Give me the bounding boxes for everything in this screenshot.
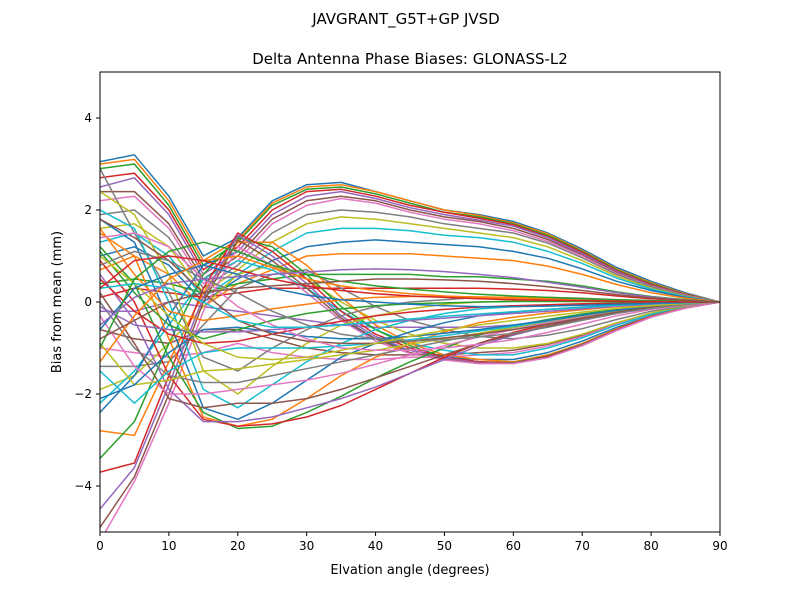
series-line-33 [100,246,720,430]
series-line-19 [100,264,720,391]
series-line-7 [100,195,720,303]
series-line-49 [100,255,720,361]
x-tick-label: 80 [643,539,658,553]
series-line-51 [100,264,720,331]
chart-suptitle: JAVGRANT_G5T+GP JVSD [311,10,499,29]
series-line-55 [100,268,720,326]
y-tick-label: 0 [84,295,92,309]
x-tick-label: 60 [506,539,521,553]
x-tick-label: 30 [299,539,314,553]
x-tick-label: 40 [368,539,383,553]
x-tick-label: 0 [96,539,104,553]
x-tick-label: 50 [437,539,452,553]
chart-title: Delta Antenna Phase Biases: GLONASS-L2 [252,50,568,68]
series-line-53 [100,241,720,349]
x-tick-label: 10 [161,539,176,553]
x-tick-label: 20 [230,539,245,553]
series-line-54 [100,255,720,303]
series-line-4 [100,172,720,303]
x-tick-label: 90 [712,539,727,553]
series-line-27 [104,246,720,532]
x-axis-label: Elvation angle (degrees) [330,563,489,578]
series-line-50 [100,282,720,329]
y-tick-label: 2 [84,203,92,217]
y-tick-label: −2 [74,387,92,401]
x-axis: 0 10 20 30 40 50 60 70 80 90 [96,532,728,553]
y-tick-label: 4 [84,111,92,125]
y-tick-label: −4 [74,479,92,493]
y-axis: −4 −2 0 2 4 [74,111,100,493]
series-line-45 [100,301,720,333]
series-line-56 [100,278,720,340]
y-axis-label: Bias from mean (mm) [50,231,65,373]
series-layer [100,154,720,532]
x-tick-label: 70 [575,539,590,553]
